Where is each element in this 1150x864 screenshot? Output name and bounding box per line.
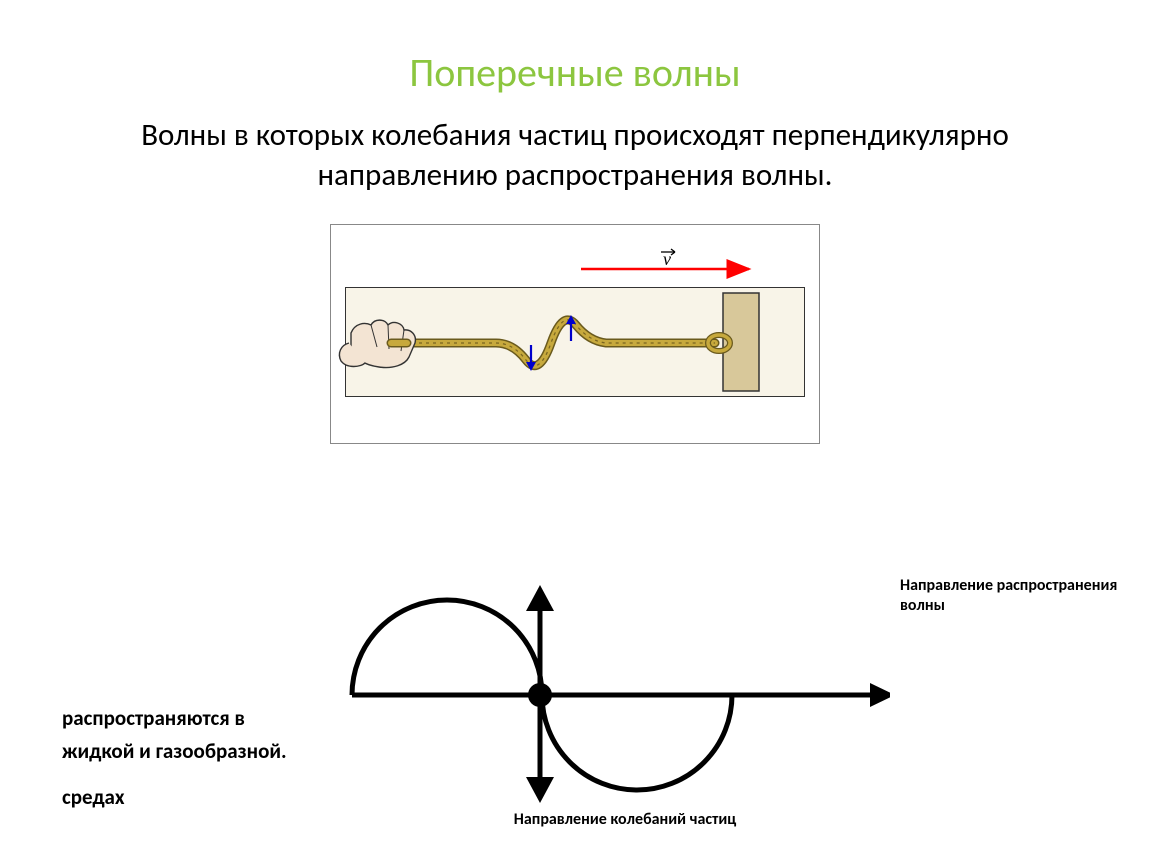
hand-icon <box>339 320 415 367</box>
title-text: Поперечные волны <box>409 48 740 97</box>
velocity-label: v <box>663 249 671 269</box>
wave-label-propagation: Направление распространения волны <box>900 576 1150 616</box>
rope-figure: v <box>330 224 820 444</box>
media-text-line1: распространяются в <box>62 702 287 735</box>
wave-diagram <box>340 575 890 825</box>
wave-label-oscillation: Направление колебаний частиц <box>495 810 755 830</box>
wave-axis-x-arrowhead <box>870 683 890 707</box>
wave-particle-dot <box>528 683 552 707</box>
definition-text: Волны в которых колебания частиц происхо… <box>0 97 1150 196</box>
page-title: Поперечные волны <box>0 0 1150 97</box>
media-text: распространяются в жидкой и газообразной… <box>62 702 287 814</box>
wave-trough <box>542 695 732 790</box>
media-text-line3: средах <box>62 781 287 814</box>
media-text-line2: жидкой и газообразной. <box>62 735 287 768</box>
wave-vertical-arrow-down <box>526 777 554 803</box>
wave-label-propagation-text: Направление распространения волны <box>900 576 1117 615</box>
definition-content: Волны в которых колебания частиц происхо… <box>141 116 1009 194</box>
wave-crest <box>352 600 542 695</box>
wave-label-oscillation-text: Направление колебаний частиц <box>514 810 736 829</box>
rope-figure-svg: v <box>331 225 821 445</box>
wave-vertical-arrow-up <box>526 585 554 611</box>
